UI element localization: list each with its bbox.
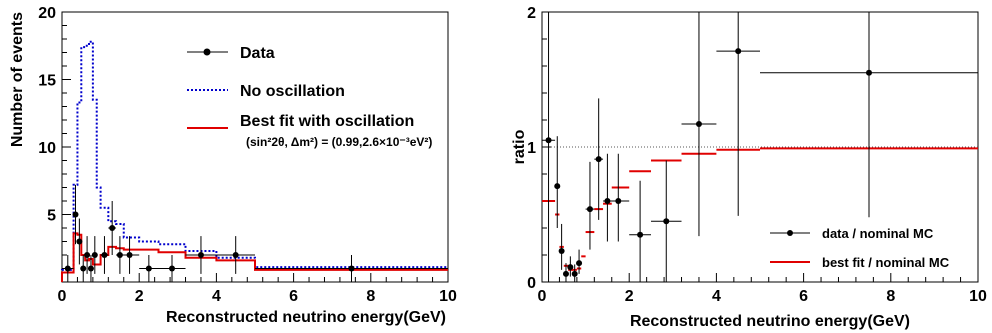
data-point	[576, 260, 583, 267]
tick-labels: 0 2 4 6 8 10 0 1 2	[527, 5, 987, 305]
data-point	[866, 69, 872, 76]
data-point	[637, 231, 644, 238]
x-tick-label: 10	[969, 288, 987, 305]
y-tick-label: 15	[38, 73, 56, 90]
y-tick-label: 0	[527, 275, 536, 292]
x-tick-label: 4	[712, 288, 721, 305]
data-point	[197, 252, 204, 258]
data-point	[571, 270, 578, 277]
data-points	[62, 184, 448, 282]
data-point	[84, 252, 91, 258]
data-point	[562, 270, 569, 277]
no-oscillation-line	[61, 40, 448, 282]
legend-fit-label: Best fit with oscillation	[240, 113, 414, 130]
data-point	[145, 265, 152, 272]
tick-labels: 0 2 4 6 8 10 5 10 15 20	[38, 5, 457, 305]
data-point	[91, 252, 98, 258]
x-tick-label: 0	[58, 288, 67, 305]
x-tick-label: 10	[439, 288, 457, 305]
data-point	[663, 218, 670, 225]
data-point	[545, 137, 552, 144]
x-tick-label: 4	[212, 288, 221, 305]
legend-data-marker	[787, 230, 793, 236]
no-oscillation-histogram	[61, 40, 448, 282]
data-point	[586, 206, 593, 213]
data-point	[76, 238, 83, 245]
y-tick-label: 2	[527, 5, 536, 22]
data-point	[695, 121, 702, 128]
data-point	[126, 252, 133, 258]
ratio-chart: 0 2 4 6 8 10 0 1 2 Reconstructed neutrino energy…	[511, 5, 987, 330]
y-tick-label: 20	[38, 5, 56, 22]
x-axis-label: Reconstructed neutrino energy(GeV)	[630, 313, 910, 330]
y-axis-label: ratio	[511, 129, 528, 164]
data-point	[109, 225, 116, 231]
legend-data-label: data / nominal MC	[822, 226, 934, 241]
x-axis-label: Reconstructed neutrino energy(GeV)	[166, 309, 446, 326]
x-tick-label: 6	[799, 288, 808, 305]
data-point	[72, 211, 79, 218]
data-point	[595, 156, 602, 163]
x-tick-label: 0	[538, 288, 547, 305]
x-tick-label: 8	[886, 288, 895, 305]
data-point	[80, 265, 87, 272]
x-tick-label: 2	[135, 288, 144, 305]
data-point	[554, 183, 561, 190]
data-point	[101, 252, 108, 258]
x-tick-label: 6	[289, 288, 298, 305]
data-point	[64, 265, 71, 272]
data-point	[567, 264, 574, 271]
data-point	[615, 198, 622, 204]
legend-fit-params: (sin²2θ, Δm²) = (0.99,2.6×10⁻³eV²)	[246, 135, 432, 149]
legend: Data No oscillation Best fit with oscill…	[187, 45, 432, 149]
event-spectrum-chart: 0 2 4 6 8 10 5 10 15 20 Reconstructed neutrino en…	[9, 5, 457, 326]
data-point	[735, 48, 742, 55]
data-point	[558, 247, 565, 254]
y-tick-label: 5	[47, 208, 56, 225]
data-ratio-points	[542, 12, 978, 282]
data-point	[232, 252, 239, 258]
y-tick-label: 10	[38, 140, 56, 157]
data-point	[169, 265, 176, 272]
legend-fit-label: best fit / nominal MC	[822, 255, 950, 270]
y-axis-label: Number of events	[9, 12, 26, 147]
legend: data / nominal MC best fit / nominal MC	[770, 226, 950, 270]
legend-data-label: Data	[240, 45, 275, 62]
axis-ticks	[541, 11, 979, 283]
x-tick-label: 8	[366, 288, 375, 305]
data-point	[87, 265, 94, 272]
axis-ticks	[61, 11, 449, 283]
y-tick-label: 1	[527, 140, 536, 157]
x-tick-label: 2	[625, 288, 634, 305]
legend-noosc-label: No oscillation	[240, 83, 345, 100]
legend-data-marker	[203, 48, 211, 56]
data-point	[348, 265, 355, 272]
